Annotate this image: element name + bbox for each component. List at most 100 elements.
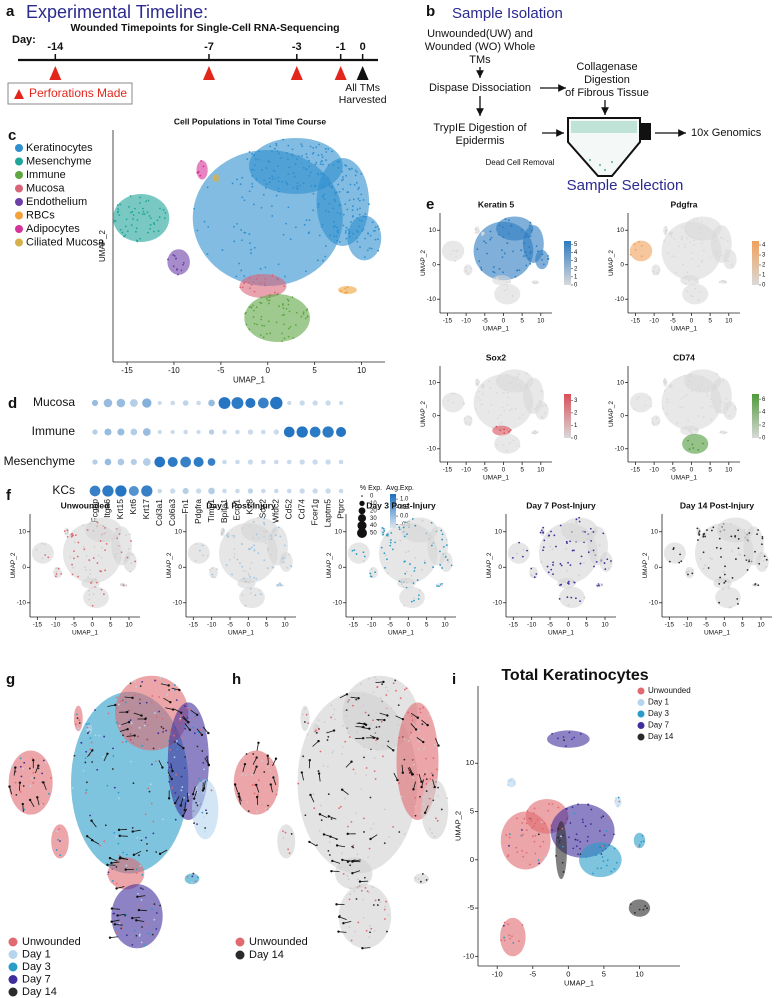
cell-point	[124, 701, 127, 704]
velocity-arrow	[318, 773, 321, 782]
cell-point	[441, 538, 444, 541]
cell-point	[746, 569, 749, 571]
cell-point	[726, 239, 729, 242]
cell-point	[322, 163, 324, 166]
cell-point	[575, 833, 578, 836]
cell-point	[159, 904, 162, 907]
cell-point	[41, 557, 44, 560]
cell-point	[633, 243, 636, 246]
velocity-arrow	[87, 750, 93, 757]
cell-point	[138, 934, 141, 937]
cell-point	[336, 160, 339, 163]
x-axis-label: UMAP_1	[548, 629, 574, 636]
cell-point	[256, 810, 258, 813]
cell-point	[348, 926, 351, 929]
panel-letter: g	[6, 671, 15, 688]
velocity-head	[187, 721, 190, 724]
cell-point	[699, 237, 701, 240]
velocity-head	[169, 700, 172, 704]
cell-point	[141, 926, 143, 928]
x-tick-label: 5	[312, 366, 317, 375]
cell-point	[521, 924, 524, 926]
cell-point	[521, 414, 524, 417]
velocity-arrow	[421, 719, 428, 726]
cell-point	[516, 552, 518, 555]
cell-point	[134, 680, 137, 683]
cell-point	[194, 715, 197, 718]
cell-point	[241, 565, 244, 568]
y-tick-label: 0	[432, 261, 436, 268]
cell-point	[355, 237, 358, 240]
cell-point	[725, 398, 728, 401]
cell-point	[722, 588, 724, 591]
cell-point	[149, 783, 152, 786]
cell-point	[286, 566, 288, 569]
velocity-head	[127, 720, 131, 724]
cell-point	[728, 414, 731, 417]
velocity-head	[330, 869, 333, 873]
cell-point	[496, 444, 498, 446]
cell-point	[518, 541, 521, 544]
cell-point	[605, 864, 608, 867]
cell-point	[680, 237, 683, 239]
cell-point	[115, 835, 118, 838]
cell-point	[57, 567, 60, 570]
gene-label: Ptprc	[335, 498, 345, 519]
x-axis-label: UMAP_1	[72, 629, 98, 636]
velocity-arrow	[119, 858, 128, 860]
cell-point	[143, 944, 146, 947]
velocity-arrow	[410, 723, 417, 730]
y-tick-label: -10	[463, 951, 474, 960]
cell-point	[424, 773, 426, 776]
cell-cluster	[397, 577, 416, 589]
cell-point	[498, 224, 501, 227]
cell-point	[233, 556, 236, 559]
color-legend-label: 0.5	[400, 505, 409, 511]
cell-point	[405, 687, 408, 690]
cell-point	[546, 536, 549, 538]
cell-point	[260, 302, 263, 305]
cell-point	[241, 286, 244, 289]
x-tick-label: -10	[461, 467, 471, 474]
cell-cluster	[507, 542, 530, 564]
cell-point	[211, 567, 213, 570]
velocity-head	[327, 815, 330, 818]
cell-point	[332, 220, 335, 223]
panel-letter: e	[426, 196, 434, 213]
cell-point	[253, 576, 255, 579]
cell-point	[539, 531, 542, 534]
x-tick-label: 0	[723, 622, 727, 629]
cell-point	[327, 793, 330, 796]
y-tick-label: 10	[429, 379, 437, 386]
cell-point	[352, 844, 355, 847]
cell-point	[574, 838, 577, 841]
cell-point	[680, 560, 683, 563]
cell-point	[266, 567, 269, 570]
legend-marker	[15, 157, 23, 166]
cell-point	[358, 225, 361, 228]
cell-point	[226, 532, 229, 535]
cell-point	[579, 847, 581, 850]
cell-point	[498, 268, 501, 270]
cell-point	[525, 264, 528, 267]
cell-point	[687, 380, 690, 383]
velocity-head	[207, 731, 210, 735]
cell-point	[307, 713, 309, 716]
cell-point	[724, 431, 727, 434]
cell-point	[352, 846, 355, 849]
cell-point	[655, 417, 658, 420]
cell-point	[250, 252, 252, 255]
cell-point	[277, 263, 280, 266]
colorbar-label: 2	[762, 423, 766, 429]
cell-point	[92, 557, 95, 559]
cell-point	[718, 582, 721, 585]
cell-point	[139, 196, 141, 199]
cell-point	[382, 531, 384, 534]
cell-point	[407, 550, 410, 553]
cell-point	[499, 429, 502, 432]
cell-point	[492, 266, 495, 268]
cell-point	[162, 209, 165, 211]
cell-point	[241, 578, 244, 581]
cell-point	[231, 182, 234, 185]
cell-point	[476, 383, 479, 386]
